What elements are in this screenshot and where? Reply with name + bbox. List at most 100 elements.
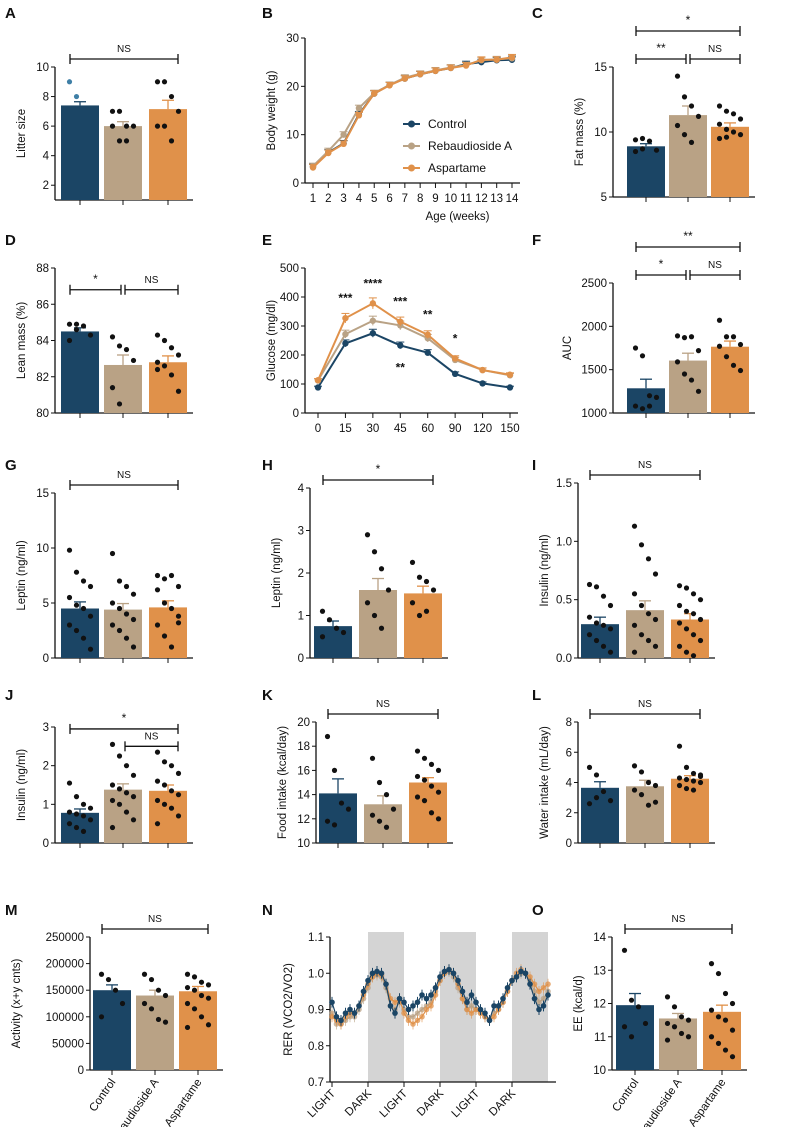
y-tick-label: 2500 xyxy=(581,278,607,290)
x-tick-label: 8 xyxy=(417,193,423,205)
bar-aspartame xyxy=(404,593,442,658)
data-point xyxy=(154,622,161,628)
y-tick-label: 2 xyxy=(298,568,304,580)
data-point xyxy=(123,611,130,617)
data-point xyxy=(695,388,702,394)
data-point xyxy=(80,605,87,612)
panel-m: M 0 50000 100000 150000 200000 250000 Activity … xyxy=(5,902,223,1127)
data-point xyxy=(154,749,161,755)
bar-aspartame xyxy=(703,1011,741,1070)
bar-rebaudioside-a xyxy=(104,126,142,200)
data-point xyxy=(416,71,424,78)
data-point xyxy=(638,542,645,548)
data-point xyxy=(645,637,652,644)
data-point xyxy=(116,627,123,634)
data-point xyxy=(369,317,377,324)
data-point xyxy=(621,1024,628,1030)
data-point xyxy=(653,394,660,400)
data-point xyxy=(683,776,690,783)
data-point xyxy=(414,773,421,780)
data-point xyxy=(87,817,94,823)
y-axis-label: EE (kcal/d) xyxy=(573,975,585,1031)
data-point xyxy=(722,990,729,997)
data-point xyxy=(116,108,123,114)
data-point xyxy=(66,821,73,827)
data-point xyxy=(116,786,123,792)
panel-letter: E xyxy=(262,232,272,249)
data-point xyxy=(414,794,421,800)
data-point xyxy=(450,970,457,977)
data-point xyxy=(509,977,515,984)
x-tick-label: DARK xyxy=(487,1087,518,1118)
data-point xyxy=(161,782,168,788)
data-point xyxy=(342,314,349,322)
data-point xyxy=(676,643,683,649)
data-point xyxy=(423,578,430,585)
x-tick-label: 2 xyxy=(325,193,331,205)
data-point xyxy=(342,1010,349,1016)
x-axis-label: Age (weeks) xyxy=(426,211,490,223)
y-tick-label: 1.0 xyxy=(556,536,572,548)
data-point xyxy=(631,523,638,529)
data-point xyxy=(419,1013,425,1020)
x-tick-label: 4 xyxy=(356,193,363,205)
data-point xyxy=(369,755,376,761)
data-point xyxy=(168,572,175,579)
data-point xyxy=(175,620,182,626)
data-point xyxy=(690,632,697,638)
data-point xyxy=(130,794,137,800)
bar-rebaudioside-a xyxy=(659,1018,697,1070)
data-point xyxy=(536,1006,542,1013)
data-point xyxy=(676,782,683,789)
data-point xyxy=(586,614,593,620)
panel-letter: I xyxy=(532,457,536,474)
data-point xyxy=(652,616,659,623)
data-point xyxy=(631,787,638,793)
y-tick-label: 2 xyxy=(566,808,572,820)
data-point xyxy=(360,988,367,995)
data-point xyxy=(130,772,137,778)
data-point xyxy=(73,321,80,327)
data-point xyxy=(130,644,137,650)
bar-control xyxy=(627,146,665,197)
data-point xyxy=(130,817,137,823)
data-point xyxy=(486,1017,493,1024)
data-point xyxy=(130,357,137,364)
data-point xyxy=(716,317,723,323)
bar-control xyxy=(61,608,99,658)
data-point xyxy=(527,981,533,987)
data-point xyxy=(410,1021,416,1027)
data-point xyxy=(314,377,322,384)
legend-label: Rebaudioside A xyxy=(428,139,512,153)
data-point xyxy=(716,121,723,127)
data-point xyxy=(329,1013,335,1020)
data-point xyxy=(639,406,646,412)
data-point xyxy=(175,770,182,777)
x-tick-label: 14 xyxy=(506,193,519,205)
data-point xyxy=(690,591,697,597)
data-point xyxy=(109,108,116,114)
data-point xyxy=(198,1014,205,1020)
panel-letter: A xyxy=(5,5,16,22)
data-point xyxy=(683,785,690,792)
y-tick-label: 50000 xyxy=(52,1038,84,1050)
bar-control xyxy=(314,626,352,658)
data-point xyxy=(468,992,475,998)
y-tick-label: 0 xyxy=(298,653,304,665)
data-point xyxy=(435,816,442,822)
y-tick-label: 150000 xyxy=(46,985,84,997)
data-point xyxy=(600,788,607,795)
data-point xyxy=(708,961,715,967)
data-point xyxy=(676,775,683,781)
y-tick-label: 0 xyxy=(293,408,299,420)
data-point xyxy=(162,992,169,999)
y-tick-label: 12 xyxy=(593,999,606,1011)
y-tick-label: 6 xyxy=(43,121,49,133)
data-point xyxy=(326,617,333,623)
y-axis-label: Food intake (kcal/day) xyxy=(277,726,289,839)
x-tick-label: 150 xyxy=(500,423,519,435)
data-point xyxy=(455,977,461,984)
data-point xyxy=(376,779,383,786)
x-tick-label: LIGHT xyxy=(306,1088,338,1120)
